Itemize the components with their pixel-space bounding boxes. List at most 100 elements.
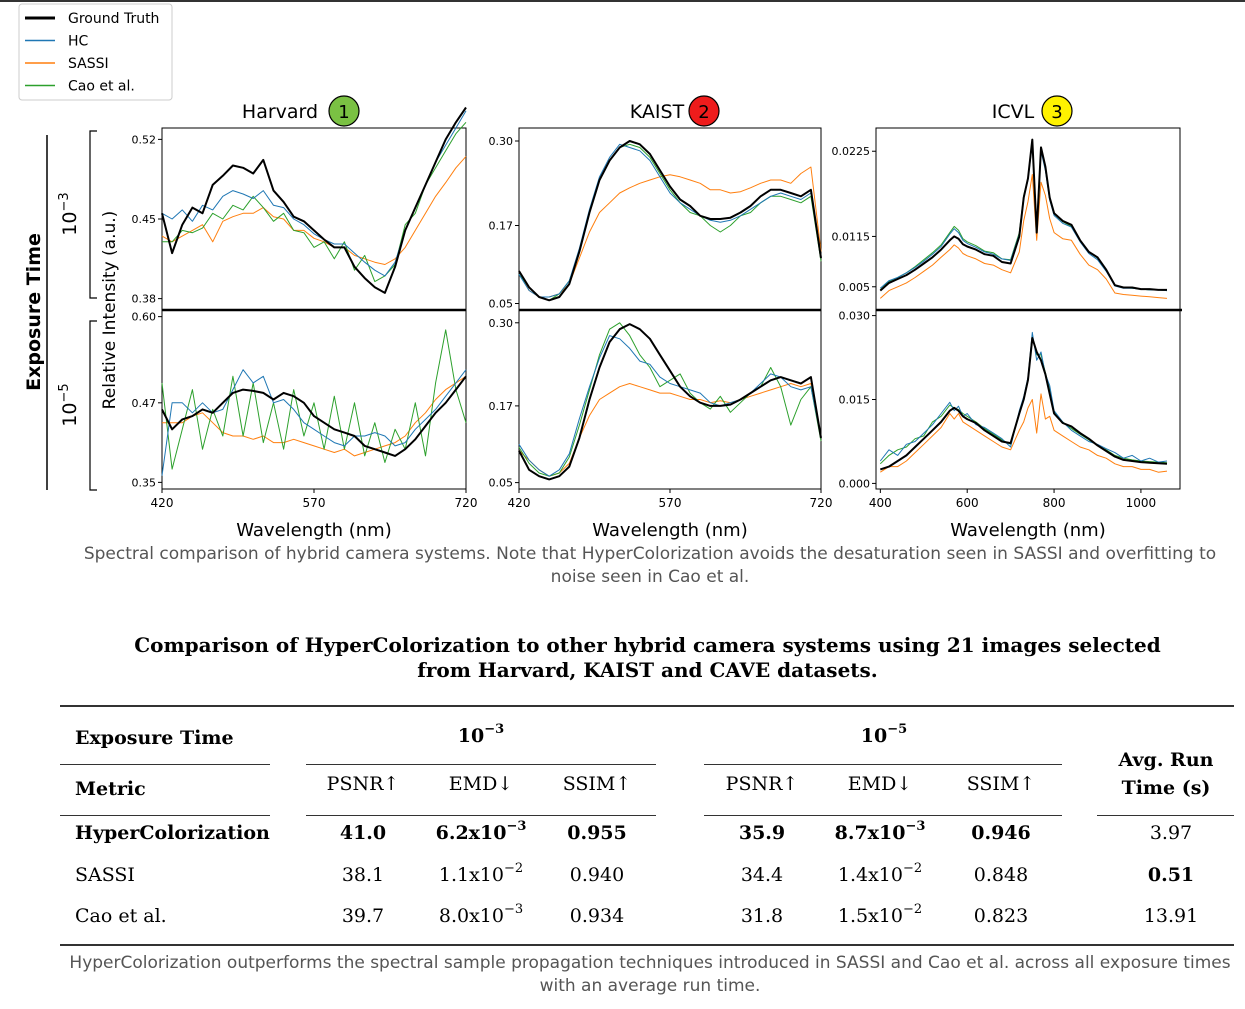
header-metric-name: SSIM↑ [562,773,632,795]
header-metric: Metric [75,778,146,800]
table-cell: 0.934 [569,905,625,927]
header-metric-name: PSNR↑ [725,773,799,795]
table-cell: 1.1x10−2 [438,861,524,886]
row-exposure-label: 10−5 [57,383,81,426]
legend-label: Cao et al. [68,79,135,95]
header-metric-name: SSIM↑ [966,773,1036,795]
y-tick-label: 0.0115 [832,230,871,243]
x-axis-label: Wavelength (nm) [236,520,392,541]
table-cell: 34.4 [740,864,784,886]
y-tick-label: 0.05 [489,298,514,311]
header-runtime: Avg. Run [1118,749,1214,771]
metric-rule-exp2 [704,815,1062,816]
y-tick-label: 0.60 [132,311,157,324]
series-line-sassi [161,156,467,265]
row-bracket-bottom [89,320,97,491]
plot-frame [161,127,467,311]
table-top-rule [60,705,1234,707]
series-line-ground-truth [879,337,1168,471]
plot-frame [518,127,822,311]
metric-rule-left [60,815,270,816]
column-title: ICVL [992,101,1035,123]
header-runtime: Time (s) [1121,777,1211,799]
y-tick-label: 0.17 [489,220,514,233]
table-cell: 41.0 [339,822,387,844]
series-line-ground-truth [518,323,822,481]
x-tick-label: 420 [151,496,174,510]
table-cell: 0.823 [973,905,1029,927]
row-bracket-top [89,130,97,299]
column-title: KAIST [630,101,685,123]
header-metric-name: PSNR↑ [326,773,400,795]
column-title: Harvard [242,101,318,123]
series-line-hc [879,143,1168,292]
table-cell: 0.848 [973,864,1029,886]
table-bottom-rule [60,944,1234,946]
y-tick-label: 0.47 [132,397,157,410]
x-axis-label: Wavelength (nm) [592,520,748,541]
y-tick-label: 0.38 [132,293,157,306]
header-exposure-group: 10−5 [860,722,908,747]
header-rule-exp1 [306,764,656,765]
series-line-sassi [879,174,1168,299]
table-cell: 39.7 [341,905,385,927]
x-tick-label: 720 [455,496,478,510]
table-cell: 0.955 [567,822,627,844]
y-tick-label: 0.030 [839,310,871,323]
table-caption: HyperColorization outperforms the spectr… [69,953,1231,996]
column-badge-number: 2 [698,102,709,123]
plot-frame [161,309,467,490]
table-cell: 1.4x10−2 [837,861,923,886]
series-line-cao-et-al [518,143,822,301]
x-axis-label: Wavelength (nm) [950,520,1106,541]
series-line-ground-truth [161,375,467,457]
metric-rule-runtime [1097,815,1234,816]
top-border [0,0,1245,2]
x-tick-label: 600 [956,496,979,510]
table-cell: 0.940 [569,864,625,886]
legend-box [18,3,173,101]
series-line-ground-truth [161,106,467,294]
legend-label: HC [68,34,89,50]
table-cell: 6.2x10−3 [435,819,527,844]
y-tick-label: 0.45 [132,213,157,226]
row-group-label: Exposure Time [23,233,45,391]
table-cell-runtime: 3.97 [1149,822,1193,844]
table-row-method: HyperColorization [75,822,270,844]
header-rule-left [60,764,270,765]
series-line-hc [161,369,467,476]
table-cell: 0.946 [971,822,1031,844]
y-tick-label: 0.015 [839,394,871,407]
x-tick-label: 570 [303,496,326,510]
header-exposure-group: 10−3 [457,722,505,747]
row-exposure-label: 10−3 [57,192,81,235]
table-cell: 35.9 [738,822,786,844]
table-cell: 8.7x10−3 [834,819,926,844]
column-badge [688,95,720,127]
x-tick-label: 400 [869,496,892,510]
table-row-method: Cao et al. [75,905,167,927]
spectral-figure: Ground Truth HC SASSI Cao et al. Harvard 1 KAI… [18,3,1182,541]
series-line-cao-et-al [518,322,822,477]
x-tick-label: 720 [810,496,833,510]
header-exposure-time: Exposure Time [75,727,234,749]
y-tick-label: 0.0225 [832,145,871,158]
table-title: Comparison of HyperColorization to other… [134,633,1161,682]
y-tick-label: 0.005 [839,281,871,294]
column-badge-number: 1 [338,102,349,123]
table-cell-runtime: 13.91 [1143,905,1199,927]
plot-frame [875,127,1181,311]
series-line-ground-truth [879,138,1167,292]
series-line-sassi [518,383,822,477]
x-tick-label: 420 [508,496,531,510]
series-line-cao-et-al [162,121,467,283]
table-cell: 8.0x10−3 [438,902,524,927]
y-tick-label: 0.52 [132,133,157,146]
y-tick-label: 0.17 [489,400,514,413]
table-cell: 31.8 [740,905,784,927]
column-badge [328,95,360,127]
header-metric-name: EMD↓ [448,773,514,795]
series-line-hc [518,143,822,298]
table-row-method: SASSI [75,864,135,886]
legend-label: Ground Truth [68,11,159,27]
